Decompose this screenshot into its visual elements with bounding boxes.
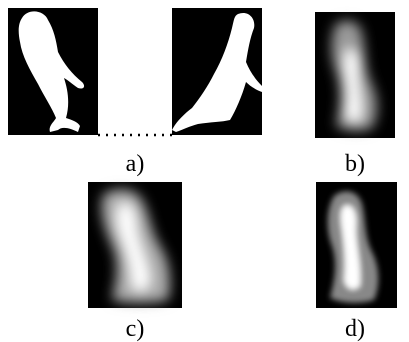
panel-b: b) — [315, 12, 395, 177]
silhouette — [172, 12, 262, 132]
panel-label: a) — [126, 151, 145, 177]
silhouette — [18, 11, 85, 133]
panel-c: c) — [88, 182, 182, 342]
panel-d: d) — [316, 182, 397, 342]
panel-label: c) — [126, 316, 145, 342]
panel-label: d) — [345, 316, 365, 342]
panel-a: a) — [8, 8, 262, 177]
panel-label: b) — [345, 151, 365, 177]
